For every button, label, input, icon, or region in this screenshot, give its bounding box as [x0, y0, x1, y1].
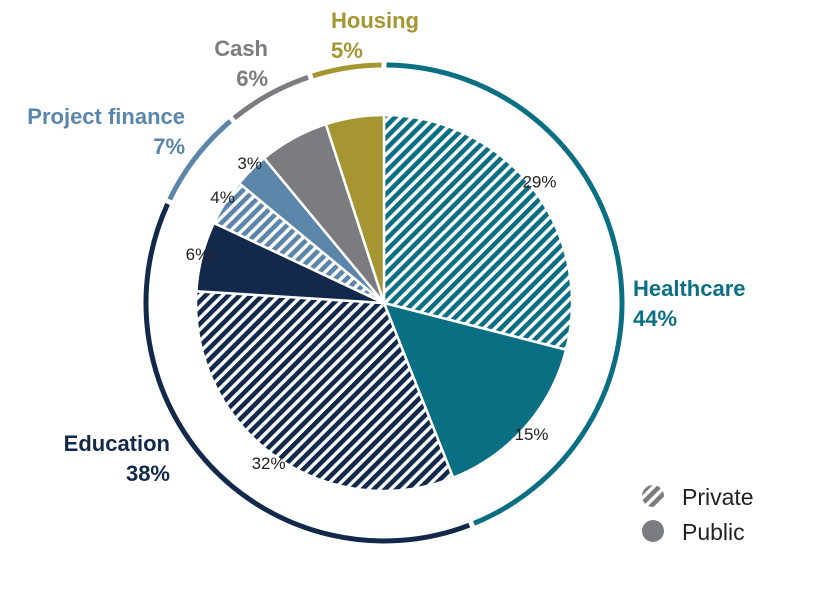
- legend-private-label: Private: [682, 484, 754, 510]
- category-percent-housing: 5%: [331, 38, 363, 63]
- category-labels: Healthcare 44% Education 38% Project finance…: [27, 8, 745, 486]
- ring-arc-education: [143, 202, 471, 544]
- slice-label-project-finance-private: 4%: [210, 188, 235, 207]
- slice-label-healthcare-public: 15%: [515, 425, 549, 444]
- slice-housing-public: [324, 113, 386, 305]
- slice-healthcare-public: [382, 301, 568, 480]
- slice-label-education-private: 32%: [252, 454, 286, 473]
- ring-arc-housing: [312, 62, 382, 79]
- category-label-education: Education: [64, 431, 170, 456]
- legend-public-label: Public: [682, 519, 745, 545]
- slice-label-healthcare-private: 29%: [522, 173, 556, 192]
- slice-healthcare-private: [382, 113, 574, 352]
- category-label-healthcare: Healthcare: [633, 276, 746, 301]
- category-percent-healthcare: 44%: [633, 306, 677, 331]
- slice-label-project-finance-public: 3%: [237, 154, 262, 173]
- category-label-cash: Cash: [214, 36, 268, 61]
- ring-arc-healthcare: [386, 62, 625, 526]
- slice-label-education-public: 6%: [186, 245, 211, 264]
- legend: Private Public: [642, 484, 754, 545]
- ring-arc-cash: [232, 75, 309, 120]
- category-percent-cash: 6%: [236, 66, 268, 91]
- legend-private-swatch: [642, 485, 664, 507]
- category-ring: [143, 62, 625, 544]
- legend-public-swatch: [642, 520, 664, 542]
- slice-labels: 29% 15% 32% 6% 4%3%: [186, 154, 557, 473]
- category-percent-education: 38%: [126, 461, 170, 486]
- category-label-housing: Housing: [331, 8, 419, 33]
- slice-education-private: [194, 289, 455, 493]
- pie-slices: [194, 113, 574, 493]
- category-label-project-finance: Project finance: [27, 104, 185, 129]
- ring-arc-project-finance: [167, 119, 232, 201]
- category-percent-project-finance: 7%: [153, 134, 185, 159]
